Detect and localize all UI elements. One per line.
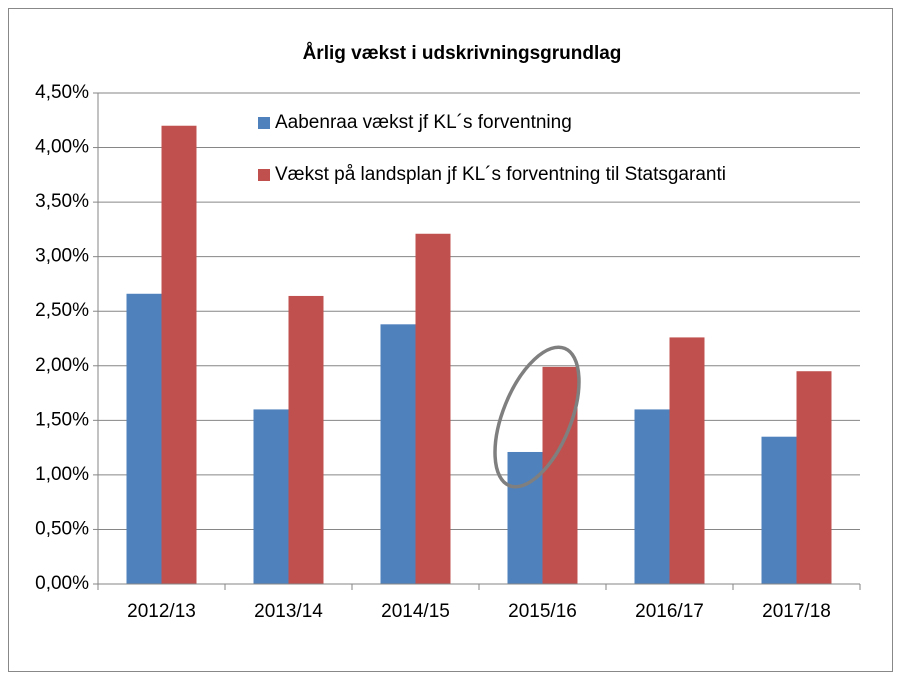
y-tick-label: 3,00% [35,246,89,267]
y-tick-label: 0,50% [35,518,89,539]
bar [288,295,324,584]
bar [761,436,797,584]
bar [161,125,197,584]
y-tick-label: 1,00% [35,464,89,485]
x-tick-label: 2014/15 [381,601,450,622]
bar [669,337,705,584]
bar [634,409,670,584]
legend-swatch [258,117,270,129]
bar [253,409,289,584]
bar [415,233,451,584]
y-tick-label: 4,00% [35,137,89,158]
x-tick-label: 2015/16 [508,601,577,622]
bar [507,451,543,584]
bar [542,366,578,584]
x-tick-label: 2017/18 [762,601,831,622]
x-tick-label: 2012/13 [127,601,196,622]
bar [380,324,416,584]
bar [796,371,832,584]
x-tick-label: 2013/14 [254,601,323,622]
x-tick-label: 2016/17 [635,601,704,622]
chart-title: Årlig vækst i udskrivningsgrundlag [303,43,622,64]
bar [126,293,162,584]
legend-label: Aabenraa vækst jf KL´s forventning [275,112,572,133]
y-tick-label: 1,50% [35,409,89,430]
y-tick-label: 0,00% [35,573,89,594]
y-tick-label: 4,50% [35,82,89,103]
legend-swatch [258,169,270,181]
y-tick-label: 2,50% [35,300,89,321]
y-tick-label: 3,50% [35,191,89,212]
y-tick-label: 2,00% [35,355,89,376]
annotation-ellipse [493,345,581,489]
legend-label: Vækst på landsplan jf KL´s forventning t… [275,164,726,185]
